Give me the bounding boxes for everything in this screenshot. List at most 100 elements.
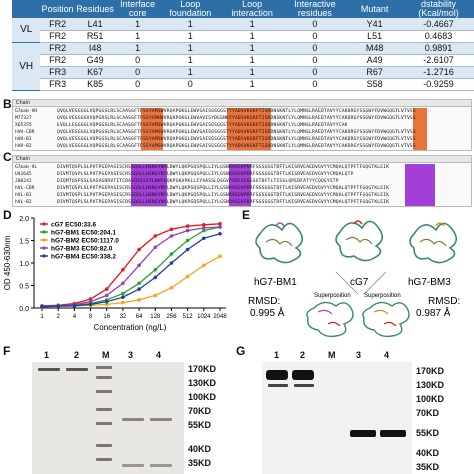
table-a-cell: 1: [115, 30, 160, 43]
cdr-highlight: [413, 129, 427, 136]
table-a-cell: 0: [283, 30, 347, 43]
table-a-cell: 1: [220, 66, 284, 79]
table-a-col-header: Loop interaction: [220, 0, 284, 18]
cdr-highlight: [413, 136, 427, 143]
table-a-cell: 1: [220, 30, 284, 43]
table-a-cell: 1: [220, 54, 284, 67]
gel-f-marker-40: 40KD: [188, 444, 212, 454]
data-point: [104, 299, 109, 304]
gel-g: 1 2 M 3 4 170KD 130KD 100KD 70KD 55KD 40…: [254, 348, 474, 474]
legend-marker: [42, 230, 46, 234]
cdr-highlight: [227, 143, 271, 150]
table-a-cell: FR2: [40, 18, 75, 31]
table-a-cell: -0.4667: [403, 18, 474, 31]
data-point: [218, 254, 222, 259]
cdr-highlight: [141, 108, 163, 115]
gel-f-marker-55: 55KD: [188, 420, 212, 430]
x-tick-label: 2: [57, 314, 61, 320]
connector-line-right: [363, 271, 387, 295]
x-tick-label: 8: [89, 314, 93, 320]
data-point: [202, 228, 206, 233]
gel-f-marker-130: 130KD: [188, 378, 217, 388]
gel-f-marker-band: [96, 422, 112, 425]
cdr-highlight: [131, 192, 167, 199]
cdr-highlight: [227, 136, 271, 143]
data-point: [218, 225, 222, 229]
data-point: [169, 227, 174, 232]
y-axis-label: OD 450-630nm: [3, 235, 12, 290]
cdr-highlight: [227, 129, 271, 136]
alignment-seq-name: U41645: [15, 172, 32, 177]
alignment-seq-name: hVL-B2: [15, 200, 32, 205]
alignment-row: X65355 EVQLLESGGGLVQPGGSLRLSCAASGFTFSSYAM…: [13, 122, 471, 129]
connector-line-left: [335, 271, 359, 295]
panel-label-c: C: [3, 150, 12, 164]
alignment-row: G7mab-VL DIVMTQSPLSLPVTPGEPASISCRSSQSLLHS…: [13, 164, 471, 171]
x-tick-label: 1: [40, 314, 44, 320]
x-tick-label: 512: [183, 314, 194, 320]
gel-f-lane-3: 3: [128, 350, 134, 360]
data-point: [121, 281, 125, 286]
series-line: [41, 233, 221, 308]
rmsd-label-right: RMSD:: [428, 296, 460, 307]
data-point: [169, 261, 174, 265]
cdr-highlight: [405, 178, 435, 185]
cdr-highlight: [405, 192, 435, 199]
data-point: [104, 302, 109, 307]
data-point: [40, 304, 44, 309]
data-point: [202, 222, 206, 227]
legend-label: hG7-BM2 EC50:1117.0: [51, 238, 119, 245]
panel-label-f: F: [3, 344, 11, 358]
cdr-highlight: [227, 122, 271, 129]
structure-hg7-bm3-top: [409, 222, 458, 264]
table-a-row: VH FR2 I48 1 1 1 0 M48 0.9891: [12, 42, 474, 91]
data-point: [137, 298, 141, 302]
x-tick-label: 1024: [197, 314, 211, 320]
gel-f-band: [122, 464, 144, 467]
table-a-cell: 0: [159, 78, 221, 91]
gel-g-band: [292, 370, 314, 380]
alignment-vh-header: Chain: [13, 100, 471, 107]
data-point: [185, 224, 190, 228]
alignment-seq-text: DIVMTQSPLSLPVTPGEPASISCRSSQSLLHSNGYNYLDW…: [57, 186, 390, 191]
alignment-seq-text: QVQLVESGGGLVQPGGSLRLSCAASGFTFSSYAMSWVRQA…: [57, 137, 416, 142]
alignment-seq-name: hVH-CDR: [15, 130, 35, 135]
gel-g-lane-4: 4: [384, 350, 390, 360]
gel-f-band: [150, 464, 172, 467]
alignment-seq-text: DIQMTQSPSSLSASVGDRVTITCRASQSISSYLNWYQQKP…: [57, 179, 339, 184]
table-a-cell: R51: [74, 30, 116, 43]
gel-f-lane-m: M: [102, 350, 110, 360]
gel-f-marker-170: 170KD: [188, 364, 217, 374]
gel-f: 1 2 M 3 4 170KD 130KD 100KD 70KD 55KD 40…: [20, 348, 230, 474]
table-a-cell: FR3: [40, 66, 75, 79]
table-a-cell: FR2: [40, 42, 75, 55]
data-point: [169, 252, 174, 256]
x-tick-label: 128: [150, 314, 161, 320]
y-tick-label: 2.0: [19, 216, 29, 223]
table-a-cell: -0.9259: [403, 78, 474, 91]
data-point: [121, 300, 125, 305]
data-point: [202, 236, 206, 241]
table-a-cell: 0: [115, 66, 160, 79]
table-a: Position Residues Interface core Loop found…: [12, 0, 474, 91]
alignment-seq-text: DIVMTQSPLSLPVTPGEPASISCRSSQSLLHSNGYNYLDW…: [57, 200, 390, 205]
table-a-cell: 0: [115, 78, 160, 91]
table-a-cell: 0.4683: [403, 30, 474, 43]
cdr-highlight: [229, 199, 251, 206]
data-point: [56, 304, 60, 308]
alignment-seq-text: EVQLLESGGGLVQPGGSLRLSCAASGFTFSSYAMSWVRQA…: [57, 123, 348, 128]
gel-g-marker-40: 40KD: [416, 448, 440, 458]
table-a-cell: 1: [159, 18, 221, 31]
x-axis-label: Concentration (ng/L): [94, 323, 167, 332]
gel-g-lane-3: 3: [356, 350, 362, 360]
table-a-row: FR3 K85 0 0 1 0 S58 -0.9259: [12, 78, 474, 91]
alignment-vl-header-label: Chain: [16, 156, 31, 162]
data-point: [121, 267, 125, 272]
alignment-seq-name: J00242: [15, 179, 32, 184]
table-a-col-header: Mutant: [346, 0, 403, 18]
gel-f-marker-100: 100KD: [188, 392, 217, 402]
superposition-label-right: Superposition: [364, 293, 401, 299]
legend-label: hG7-BM3 EC50:82.0: [51, 246, 113, 253]
alignment-vh-header-label: Chain: [16, 100, 31, 106]
table-a-cell: FR2: [40, 30, 75, 43]
